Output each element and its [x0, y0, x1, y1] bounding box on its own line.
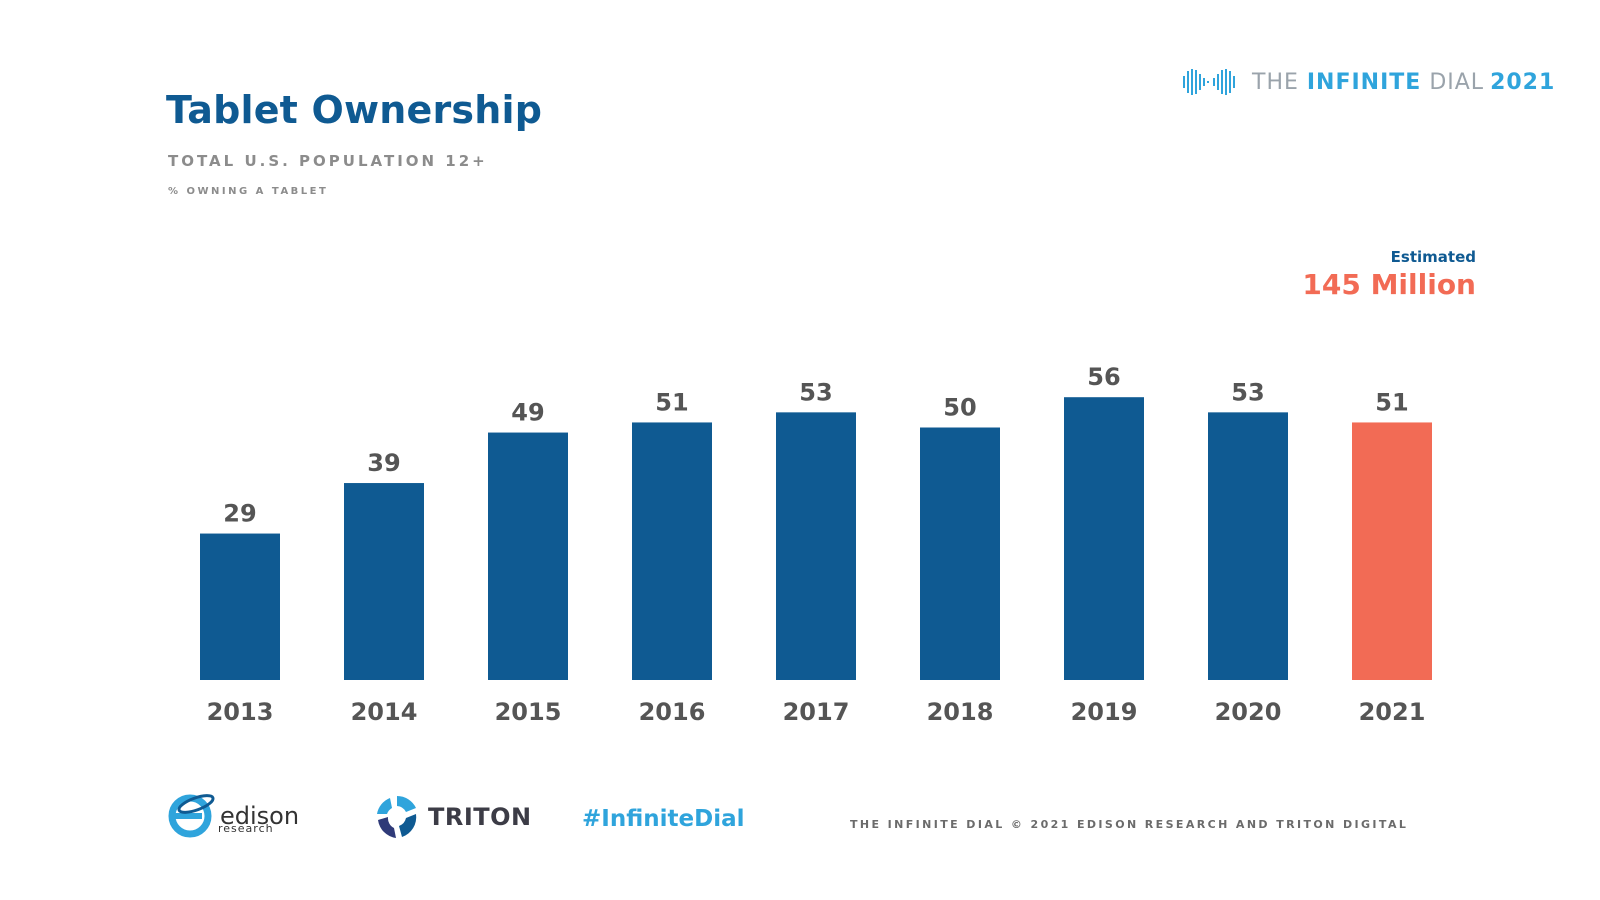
chart-subtitle: TOTAL U.S. POPULATION 12+: [168, 152, 488, 170]
estimate-value: 145 Million: [1302, 268, 1476, 301]
data-label-2013: 29: [223, 500, 256, 528]
triton-wordmark: TRITON: [428, 803, 532, 831]
triton-swirl-icon: [377, 796, 417, 838]
estimate-label: Estimated: [1390, 248, 1476, 266]
edison-research-logo: edison research: [166, 790, 299, 842]
hashtag: #InfiniteDial: [582, 806, 745, 832]
x-tick-label-2013: 2013: [207, 698, 274, 726]
data-label-2018: 50: [943, 394, 976, 422]
bar-chart: 29 2013 39 2014 49 2015 51 2016 53 2017 50 2018 56 20…: [200, 363, 1432, 726]
x-tick-label-2018: 2018: [927, 698, 994, 726]
data-label-2017: 53: [799, 378, 832, 406]
data-label-2019: 56: [1087, 363, 1120, 391]
estimate-callout: Estimated 145 Million: [1302, 248, 1476, 301]
x-tick-label-2017: 2017: [783, 698, 850, 726]
x-tick-label-2020: 2020: [1215, 698, 1282, 726]
x-tick-label-2014: 2014: [351, 698, 418, 726]
edison-globe-icon: [168, 794, 215, 838]
bar-2016: [632, 422, 712, 680]
data-label-2015: 49: [511, 399, 544, 427]
edison-subtext: research: [218, 822, 274, 835]
x-tick-label-2016: 2016: [639, 698, 706, 726]
bar-2015: [488, 432, 568, 680]
data-label-2016: 51: [655, 388, 688, 416]
infinite-dial-wordmark: THE INFINITE DIAL 2021: [1252, 69, 1556, 95]
data-label-2021: 51: [1375, 388, 1408, 416]
bar-2019: [1064, 397, 1144, 680]
x-tick-label-2019: 2019: [1071, 698, 1138, 726]
bar-2020: [1208, 412, 1288, 680]
data-label-2014: 39: [367, 449, 400, 477]
edison-wordmark: edison: [220, 802, 300, 830]
x-tick-label-2015: 2015: [495, 698, 562, 726]
copyright-line: THE INFINITE DIAL © 2021 EDISON RESEARCH…: [850, 818, 1409, 831]
infinity-wave-logo-icon: [1183, 69, 1235, 95]
bar-2014: [344, 483, 424, 680]
bar-2013: [200, 533, 280, 680]
triton-digital-logo: TRITON: [372, 792, 532, 842]
infinite-dial-brand: THE INFINITE DIAL 2021: [1180, 64, 1555, 100]
bar-2018: [920, 427, 1000, 680]
page-title: Tablet Ownership: [166, 88, 543, 132]
chart-measure-label: % OWNING A TABLET: [168, 186, 329, 197]
bar-2021: [1352, 422, 1432, 680]
data-label-2020: 53: [1231, 378, 1264, 406]
x-tick-label-2021: 2021: [1359, 698, 1426, 726]
bar-2017: [776, 412, 856, 680]
